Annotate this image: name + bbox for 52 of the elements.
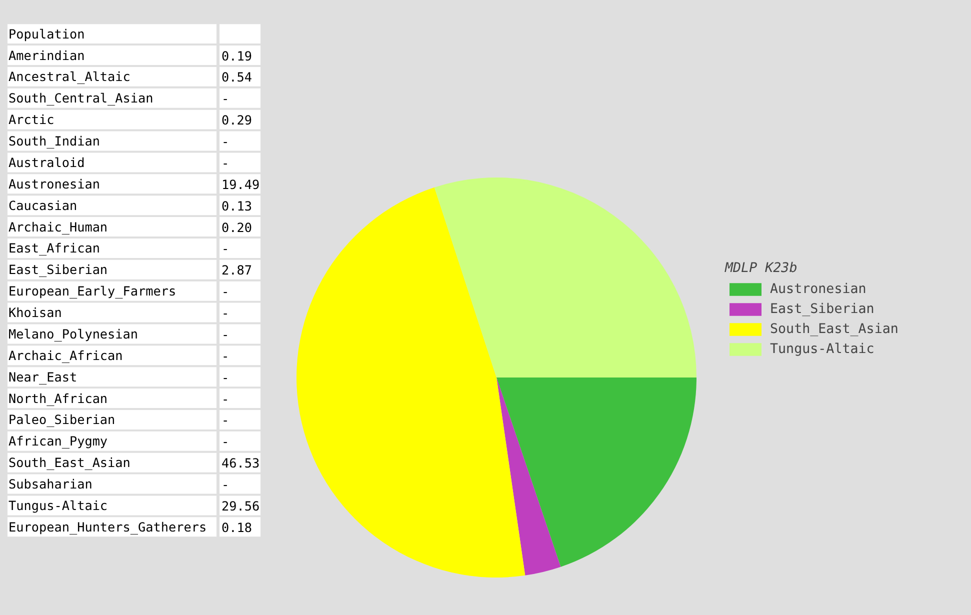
data-label: - xyxy=(222,91,230,106)
category-label: Austronesian xyxy=(8,176,100,192)
text: Population xyxy=(8,26,85,42)
category-label: Arctic xyxy=(8,112,54,128)
data-label: 2.87 xyxy=(222,262,252,278)
category-label: North_African xyxy=(8,390,108,406)
legend-label: East_Siberian xyxy=(770,301,874,317)
data-label: 0.18 xyxy=(222,520,252,535)
category-label: Australoid xyxy=(8,154,85,170)
category-label: European_Hunters_Gatherers xyxy=(8,519,207,534)
data-label: 0.54 xyxy=(222,70,252,85)
data-label: 19.49 xyxy=(222,176,260,192)
category-label: Khoisan xyxy=(8,305,62,320)
data-label: - xyxy=(222,434,230,450)
data-label: 0.20 xyxy=(222,220,252,235)
data-label: 0.13 xyxy=(222,198,252,214)
category-label: Paleo_Siberian xyxy=(8,412,116,428)
category-label: East_African xyxy=(8,240,100,256)
legend-label: Tungus-Altaic xyxy=(770,341,874,357)
category-label: East_Siberian xyxy=(8,262,108,278)
category-label: Caucasian xyxy=(8,198,78,213)
data-label: - xyxy=(222,370,230,385)
data-label: - xyxy=(222,306,230,321)
data-label: 0.29 xyxy=(222,112,252,128)
data-label: - xyxy=(222,477,230,492)
data-label: - xyxy=(222,134,230,150)
data-label: 46.53 xyxy=(222,456,260,471)
category-label: South_Indian xyxy=(8,134,100,149)
data-label: - xyxy=(222,326,230,342)
category-label: Subsaharian xyxy=(8,476,92,492)
category-label: Near_East xyxy=(8,369,78,384)
data-label: - xyxy=(222,284,230,300)
data-label: - xyxy=(222,391,230,406)
category-label: Tungus-Altaic xyxy=(8,498,108,513)
category-label: Archaic_African xyxy=(8,348,123,363)
category-label: European_Early_Farmers xyxy=(8,284,176,299)
category-label: African_Pygmy xyxy=(8,434,108,449)
data-label: - xyxy=(222,412,230,428)
data-label: - xyxy=(222,241,230,256)
category-label: Ancestral_Altaic xyxy=(8,69,130,84)
category-label: South_Central_Asian xyxy=(8,90,154,106)
legend-label: South_East_Asian xyxy=(770,321,898,337)
data-label: 29.56 xyxy=(222,498,260,514)
legend-title: MDLP K23b xyxy=(725,261,798,276)
data-label: - xyxy=(222,155,230,170)
category-label: Archaic_Human xyxy=(8,219,108,234)
category-label: South_East_Asian xyxy=(8,455,130,470)
legend-label: Austronesian xyxy=(770,281,866,297)
category-label: Amerindian xyxy=(8,48,85,63)
category-label: Melano_Polynesian xyxy=(8,326,138,342)
data-label: 0.19 xyxy=(222,48,252,64)
data-label: - xyxy=(222,348,230,364)
